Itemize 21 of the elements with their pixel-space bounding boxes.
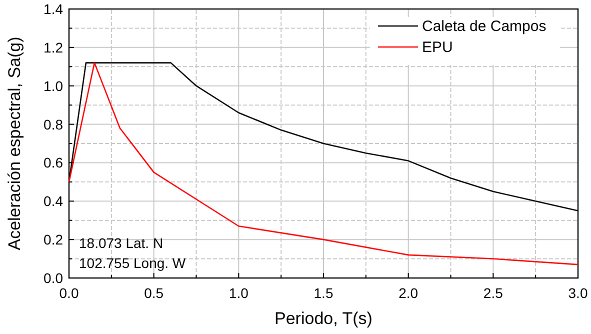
x-tick-label: 1.0 <box>228 285 249 301</box>
x-tick-label: 0.5 <box>144 285 164 301</box>
x-tick-label: 3.0 <box>568 285 588 301</box>
x-axis-title: Periodo, T(s) <box>274 309 372 328</box>
y-tick-label: 0.4 <box>44 193 64 210</box>
y-tick-label: 1.2 <box>44 39 64 56</box>
x-tick-label: 2.0 <box>398 285 418 301</box>
x-tick-label: 1.5 <box>314 285 334 301</box>
y-tick-label: 0.0 <box>44 270 64 286</box>
y-tick-label: 0.2 <box>44 232 64 248</box>
annotation: 102.755 Long. W <box>79 255 186 271</box>
y-tick-label: 1.4 <box>44 1 64 17</box>
y-tick-label: 0.6 <box>44 154 64 171</box>
y-tick-label: 0.8 <box>44 116 64 132</box>
y-axis-title: Aceleración espectral, Sa(g) <box>5 36 24 250</box>
x-tick-label: 0.0 <box>59 285 79 301</box>
legend-label: Caleta de Campos <box>422 18 546 35</box>
annotation: 18.073 Lat. N <box>79 235 164 251</box>
legend-label: EPU <box>422 39 453 56</box>
y-tick-label: 1.0 <box>44 78 64 94</box>
x-tick-label: 2.5 <box>483 285 504 301</box>
